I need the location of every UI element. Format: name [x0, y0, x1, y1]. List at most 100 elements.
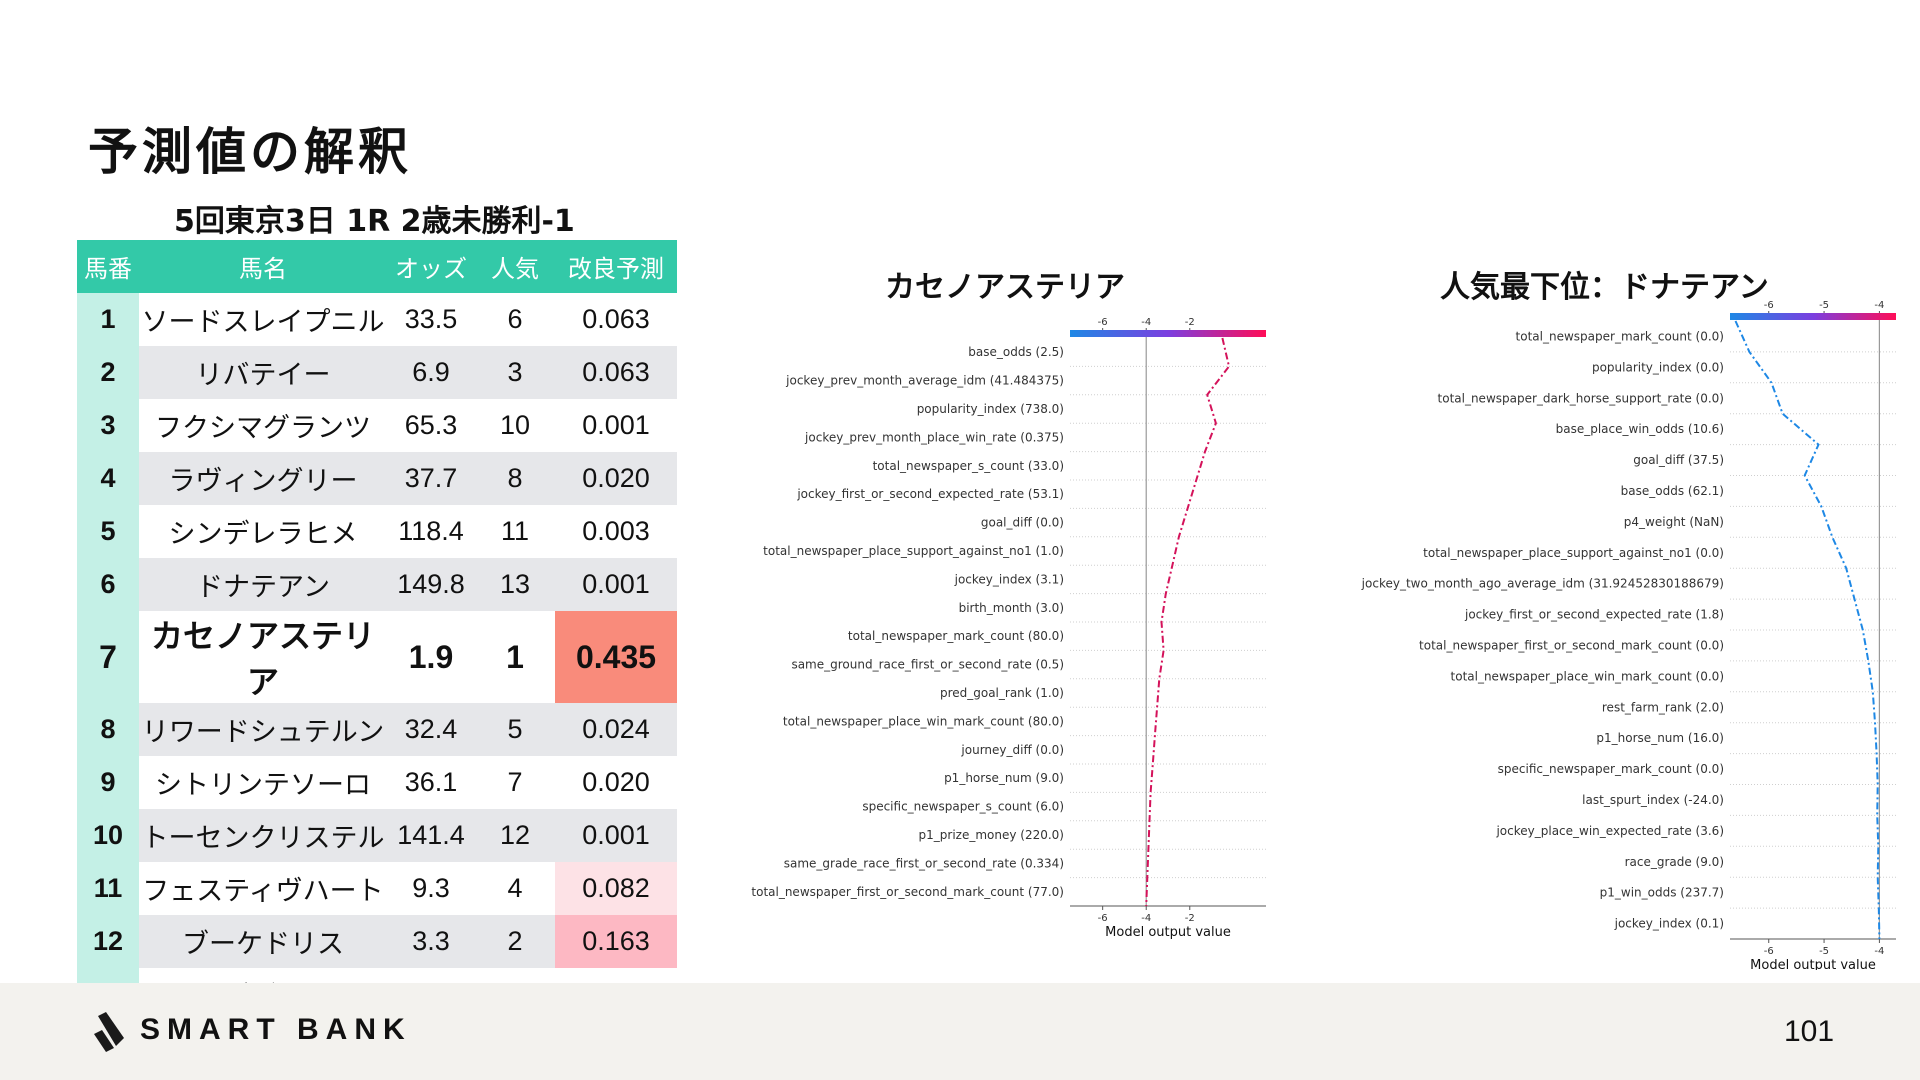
horse-number: 10	[77, 809, 139, 862]
horse-name: シンデレラヒメ	[168, 519, 358, 549]
x-tick-label: -5	[1819, 946, 1829, 957]
odds: 3.3	[387, 915, 475, 968]
decision-path-line	[1734, 320, 1881, 940]
x-axis-label: Model output value	[1750, 958, 1876, 970]
feature-label: rest_farm_rank (2.0)	[1602, 700, 1724, 714]
horse-number: 5	[77, 505, 139, 558]
feature-label: last_spurt_index (-24.0)	[1582, 793, 1724, 807]
popularity: 6	[507, 304, 523, 334]
odds: 1.9	[408, 638, 454, 675]
popularity: 8	[475, 452, 555, 505]
feature-label: p1_horse_num (9.0)	[944, 771, 1064, 785]
prediction: 0.082	[555, 862, 677, 915]
table-row: 1 ソードスレイプニル 33.5 6 0.063	[77, 293, 677, 346]
feature-label: total_newspaper_place_win_mark_count (80…	[783, 714, 1064, 728]
table-row: 9 シトリンテソーロ 36.1 7 0.020	[77, 756, 677, 809]
feature-label: total_newspaper_place_support_against_no…	[763, 544, 1064, 558]
horse-number: 2	[77, 346, 139, 399]
top-tick-label: -4	[1874, 300, 1884, 311]
prediction: 0.001	[555, 809, 677, 862]
feature-label: p1_prize_money (220.0)	[919, 828, 1064, 842]
feature-label: jockey_index (0.1)	[1614, 917, 1724, 931]
x-tick-label: -4	[1141, 913, 1151, 924]
odds: 141.4	[387, 809, 475, 862]
feature-label: birth_month (3.0)	[959, 601, 1064, 615]
feature-label: total_newspaper_s_count (33.0)	[873, 459, 1064, 473]
feature-label: jockey_first_or_second_expected_rate (53…	[796, 487, 1064, 501]
horse-number: 11	[77, 862, 139, 915]
horse-number: 12	[77, 915, 139, 968]
smartbank-logo-icon	[94, 1012, 124, 1052]
popularity: 13	[475, 558, 555, 611]
top-tick-label: -5	[1819, 300, 1829, 311]
horse-name: ソードスレイプニル	[141, 307, 385, 337]
colorbar	[1070, 330, 1266, 337]
prediction: 0.001	[582, 410, 650, 440]
header-prediction: 改良予測	[555, 240, 677, 293]
table-row: 12 ブーケドリス 3.3 2 0.163	[77, 915, 677, 968]
horse-name: リワードシュテルン	[139, 703, 387, 756]
popularity: 5	[475, 703, 555, 756]
horse-name: トーセンクリステル	[139, 809, 387, 862]
table-body: 1 ソードスレイプニル 33.5 6 0.063 2 リバテイー 6.9 3 0.063 3 フク…	[77, 293, 677, 1021]
feature-label: p4_weight (NaN)	[1624, 515, 1724, 529]
odds: 32.4	[387, 703, 475, 756]
horse-number: 9	[77, 756, 139, 809]
feature-label: jockey_prev_month_average_idm (41.484375…	[785, 374, 1064, 388]
feature-label: base_odds (2.5)	[968, 345, 1064, 359]
footer-bar	[0, 983, 1920, 1080]
table-row: 8 リワードシュテルン 32.4 5 0.024	[77, 703, 677, 756]
horse-number: 1	[77, 293, 139, 346]
feature-label: specific_newspaper_mark_count (0.0)	[1498, 762, 1724, 776]
odds: 36.1	[404, 767, 458, 797]
horse-name: ラヴィングリー	[139, 452, 387, 505]
race-title: 5回東京3日 1R 2歳未勝利-1	[174, 204, 575, 239]
feature-label: p1_horse_num (16.0)	[1596, 731, 1724, 745]
x-tick-label: -6	[1764, 946, 1774, 957]
feature-label: total_newspaper_place_support_against_no…	[1423, 546, 1724, 560]
table-row: 11 フェスティヴハート 9.3 4 0.082	[77, 862, 677, 915]
prediction: 0.435	[555, 611, 677, 703]
header-horse-name: 馬名	[139, 240, 387, 293]
top-tick-label: -6	[1098, 317, 1108, 328]
horse-number: 8	[77, 703, 139, 756]
feature-label: goal_diff (0.0)	[981, 516, 1064, 530]
page-number: 101	[1784, 1015, 1835, 1048]
feature-label: goal_diff (37.5)	[1633, 453, 1724, 467]
table-row: 4 ラヴィングリー 37.7 8 0.020	[77, 452, 677, 505]
feature-label: total_newspaper_mark_count (0.0)	[1516, 329, 1724, 343]
feature-label: total_newspaper_place_win_mark_count (0.…	[1451, 669, 1724, 683]
feature-label: same_grade_race_first_or_second_rate (0.…	[784, 856, 1064, 870]
feature-label: total_newspaper_dark_horse_support_rate …	[1438, 391, 1724, 405]
race-table: 馬番 馬名 オッズ 人気 改良予測 1 ソードスレイプニル 33.5 6 0.063 2…	[77, 240, 677, 1021]
header-horse-number: 馬番	[77, 240, 139, 293]
table-row-highlighted: 7 カセノアステリア 1.9 1 0.435	[77, 611, 677, 703]
popularity: 7	[507, 767, 523, 797]
decision-path-line	[1145, 337, 1231, 907]
prediction: 0.020	[582, 767, 650, 797]
colorbar	[1730, 313, 1896, 320]
shap-chart-1-title: カセノアステリア	[885, 270, 1125, 305]
header-popularity: 人気	[475, 240, 555, 293]
feature-label: jockey_place_win_expected_rate (3.6)	[1495, 824, 1724, 838]
feature-label: race_grade (9.0)	[1625, 855, 1724, 869]
prediction: 0.003	[582, 516, 650, 546]
popularity: 10	[499, 410, 531, 440]
feature-label: total_newspaper_first_or_second_mark_cou…	[751, 885, 1064, 899]
prediction: 0.163	[555, 915, 677, 968]
odds: 37.7	[387, 452, 475, 505]
feature-label: jockey_index (3.1)	[954, 572, 1064, 586]
feature-label: base_odds (62.1)	[1621, 484, 1724, 498]
popularity: 1	[506, 638, 524, 675]
horse-name: リバテイー	[139, 346, 387, 399]
feature-label: same_ground_race_first_or_second_rate (0…	[791, 658, 1064, 672]
top-tick-label: -6	[1764, 300, 1774, 311]
top-tick-label: -2	[1185, 317, 1195, 328]
feature-label: jockey_prev_month_place_win_rate (0.375)	[804, 430, 1064, 444]
horse-name: ブーケドリス	[139, 915, 387, 968]
x-tick-label: -4	[1874, 946, 1884, 957]
popularity: 12	[475, 809, 555, 862]
shap-decision-plot-1: base_odds (2.5) jockey_prev_month_average…	[751, 317, 1266, 940]
logo-text: SMART BANK	[140, 1013, 412, 1046]
x-axis-label: Model output value	[1105, 925, 1231, 940]
